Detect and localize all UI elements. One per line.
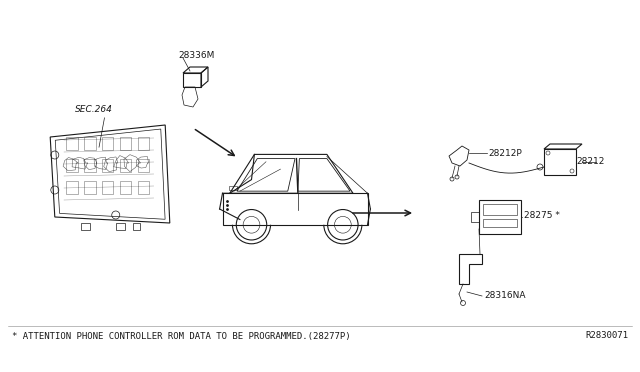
Bar xyxy=(84,181,95,194)
Bar xyxy=(116,223,125,230)
Text: * ATTENTION PHONE CONTROLLER ROM DATA TO BE PROGRAMMED.(28277P): * ATTENTION PHONE CONTROLLER ROM DATA TO… xyxy=(12,331,351,340)
Bar xyxy=(229,186,237,190)
Bar xyxy=(120,137,131,150)
Text: 28336M: 28336M xyxy=(178,51,214,60)
Bar xyxy=(138,181,149,194)
Bar xyxy=(84,159,95,172)
Bar xyxy=(120,181,131,194)
Bar xyxy=(138,159,149,172)
Bar xyxy=(183,73,201,87)
Bar xyxy=(67,181,78,194)
Bar xyxy=(81,223,90,230)
Bar xyxy=(138,137,149,150)
Bar xyxy=(67,137,78,150)
Text: 28275 *: 28275 * xyxy=(524,211,560,219)
Bar xyxy=(120,159,131,172)
Text: SEC.264: SEC.264 xyxy=(75,106,113,115)
Bar xyxy=(483,219,517,227)
Bar xyxy=(479,200,521,234)
Bar xyxy=(102,159,113,172)
Bar xyxy=(102,137,113,150)
Text: 28316NA: 28316NA xyxy=(484,292,525,301)
Text: 28212P: 28212P xyxy=(488,148,522,157)
Bar xyxy=(483,204,517,215)
Text: R2830071: R2830071 xyxy=(585,331,628,340)
Text: 28212: 28212 xyxy=(576,157,604,167)
Bar xyxy=(84,137,95,150)
Bar xyxy=(67,159,78,172)
Bar xyxy=(133,223,140,230)
Bar xyxy=(102,181,113,194)
